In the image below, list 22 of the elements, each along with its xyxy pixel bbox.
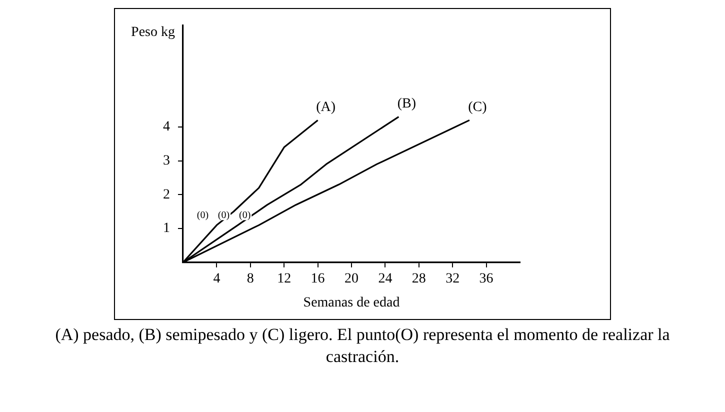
- series-label: (C): [468, 100, 488, 115]
- x-axis-title: Semanas de edad: [303, 295, 400, 310]
- x-tick-label: 16: [310, 271, 325, 286]
- x-tick-label: 28: [412, 271, 426, 286]
- y-tick-label: 3: [163, 154, 170, 168]
- x-tick-label: 32: [446, 271, 460, 286]
- series-label: (A): [316, 100, 336, 115]
- annotation: (0): [196, 210, 209, 221]
- y-axis-title: Peso kg: [131, 25, 175, 40]
- series-label: (B): [397, 96, 416, 112]
- x-tick-label: 24: [378, 271, 392, 286]
- y-tick-label: 1: [163, 221, 170, 236]
- text: (A) pesado, (B) semipesado y (C) ligero. El punto(O) representa el momento de realizar la castración.: [54, 324, 671, 368]
- x-tick-label: 12: [277, 271, 292, 286]
- x-tick-label: 20: [344, 271, 358, 286]
- y-tick-label: 4: [163, 120, 170, 135]
- x-tick-label: 4: [213, 271, 220, 286]
- x-tick-label: 36: [479, 271, 494, 286]
- y-tick-label: 2: [163, 187, 170, 202]
- annotation: (0): [238, 210, 251, 221]
- annotation: (0): [218, 210, 230, 221]
- x-tick-label: 8: [246, 271, 254, 286]
